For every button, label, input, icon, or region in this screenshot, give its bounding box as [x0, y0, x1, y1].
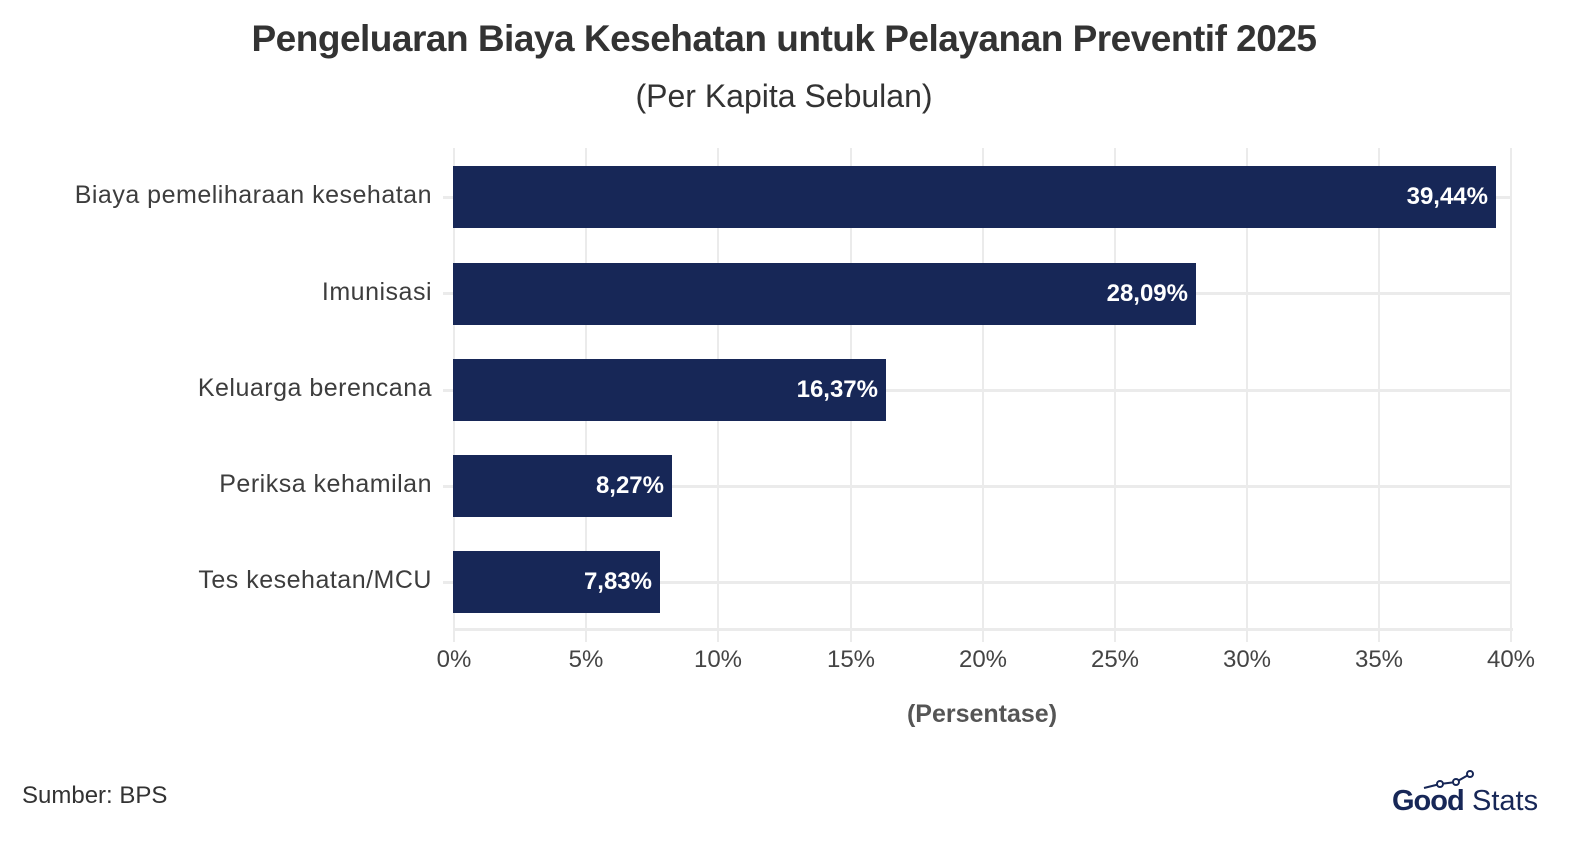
x-tick-label: 0%	[436, 646, 472, 673]
bar: 39,44%	[453, 166, 1496, 228]
bar-value-label: 8,27%	[595, 472, 664, 499]
gridline	[443, 389, 1511, 392]
x-tick-label: 25%	[1090, 646, 1140, 673]
gridline	[982, 148, 984, 628]
bar: 16,37%	[453, 359, 886, 421]
x-tick-label: 20%	[958, 646, 1008, 673]
bar: 7,83%	[453, 551, 660, 613]
chart-subtitle: (Per Kapita Sebulan)	[635, 78, 933, 114]
plot-area: 39,44% 28,09% 16,37% 8,27% 7,83%	[443, 148, 1512, 628]
category-label: Tes kesehatan/MCU	[198, 566, 432, 594]
logo-good-text: Good	[1392, 785, 1465, 817]
category-label: Biaya pemeliharaan kesehatan	[74, 181, 432, 209]
x-tick	[1246, 628, 1248, 642]
x-tick	[585, 628, 587, 642]
x-tick	[1114, 628, 1116, 642]
trend-line-icon	[1423, 770, 1474, 789]
x-tick	[982, 628, 984, 642]
bar-value-label: 28,09%	[1106, 280, 1188, 307]
gridline	[443, 485, 1511, 488]
x-tick-label: 35%	[1354, 646, 1404, 673]
logo-stats-text: Stats	[1472, 785, 1539, 817]
x-tick-label: 5%	[568, 646, 604, 673]
gridline	[1246, 148, 1248, 628]
gridline	[443, 581, 1511, 584]
bar-value-label: 39,44%	[1406, 183, 1488, 210]
x-axis-title: (Persentase)	[906, 700, 1058, 728]
gridline	[1378, 148, 1380, 628]
category-label: Imunisasi	[321, 278, 432, 306]
gridline	[1510, 148, 1512, 628]
bar-value-label: 16,37%	[796, 376, 878, 403]
bar: 28,09%	[453, 263, 1196, 325]
x-tick	[850, 628, 852, 642]
x-tick-label: 10%	[693, 646, 743, 673]
category-label: Keluarga berencana	[197, 374, 432, 402]
chart-title: Pengeluaran Biaya Kesehatan untuk Pelaya…	[251, 18, 1317, 59]
source-note: Sumber: BPS	[22, 782, 168, 809]
gridline	[1114, 148, 1116, 628]
x-tick-label: 30%	[1222, 646, 1272, 673]
x-tick	[453, 628, 455, 642]
bar-value-label: 7,83%	[583, 568, 652, 595]
x-tick	[1378, 628, 1380, 642]
x-tick	[717, 628, 719, 642]
bar: 8,27%	[453, 455, 672, 517]
category-label: Periksa kehamilan	[219, 470, 432, 498]
x-tick-label: 15%	[826, 646, 876, 673]
x-tick	[1510, 628, 1512, 642]
x-tick-label: 40%	[1486, 646, 1536, 673]
